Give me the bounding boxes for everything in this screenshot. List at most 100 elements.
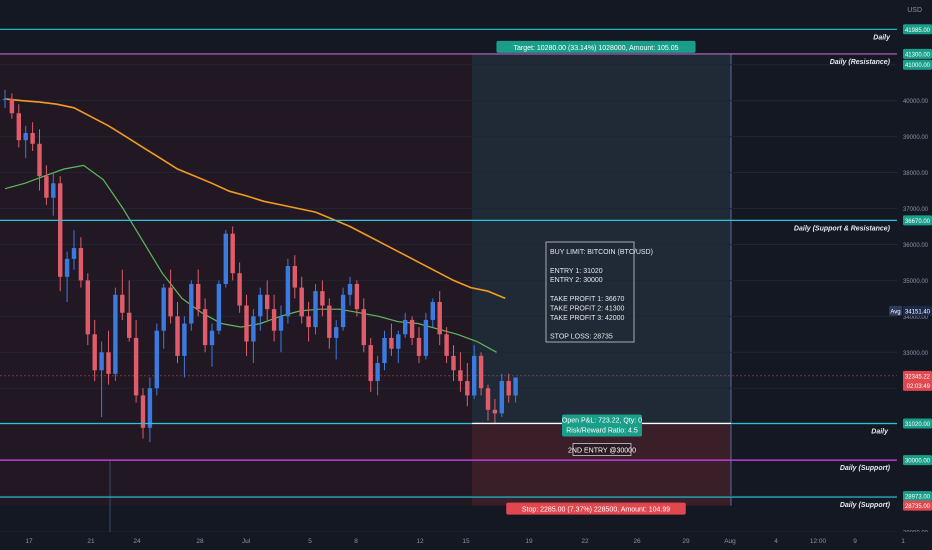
- time-tick-label: Aug: [724, 538, 736, 545]
- level-label: Daily (Support & Resistance): [794, 225, 891, 232]
- price-badge-bg: [903, 215, 932, 226]
- time-tick-label: 12:00: [810, 538, 827, 545]
- candle-body: [71, 248, 77, 259]
- time-tick-label: 24: [133, 538, 141, 545]
- price-badge: 41300.00: [905, 52, 931, 58]
- candle-body: [354, 283, 360, 310]
- currency-label: USD: [907, 7, 922, 14]
- time-axis[interactable]: 17 21 24 28 Jul 5 8 12 15 19 22 26 29 Aug 4 12:00 9 1: [0, 532, 932, 550]
- horizontal-levels[interactable]: Daily Daily (Resistance) Daily (Support & …: [0, 28, 897, 509]
- candle-body: [334, 327, 339, 338]
- candle-body: [340, 294, 346, 328]
- time-tick-label: 1: [901, 538, 905, 545]
- time-tick-label: 8: [354, 538, 358, 545]
- candle-body: [161, 287, 166, 331]
- candle-body: [430, 301, 435, 320]
- candle-body: [465, 381, 470, 396]
- candle-body: [51, 183, 56, 198]
- candle-body: [278, 316, 284, 331]
- candle-body: [368, 345, 373, 382]
- price-badge-bg: [903, 24, 932, 35]
- loss-zone: [472, 423, 731, 506]
- candle-body: [147, 388, 153, 428]
- candle-body: [175, 316, 180, 356]
- note-line: ENTRY 2: 30000: [550, 277, 603, 284]
- candle-body: [196, 283, 201, 310]
- price-badge-bg: [903, 491, 932, 502]
- candle-body: [133, 337, 139, 396]
- price-badge: 41985.00: [905, 28, 931, 34]
- time-tick-label: 21: [87, 538, 95, 545]
- highlight-zone: [0, 53, 472, 506]
- time-tick-label: 17: [25, 538, 33, 545]
- candle-body: [64, 258, 70, 277]
- pnl-box: [562, 414, 642, 437]
- moving-averages: [4, 98, 506, 353]
- price-badge-bg: [903, 418, 932, 429]
- note-line: TAKE PROFIT 1: 36670: [550, 296, 625, 303]
- candle-body: [347, 283, 353, 295]
- level-label: Daily (Support): [840, 465, 891, 472]
- candle-body: [154, 330, 159, 389]
- stop-label-bg: [506, 502, 686, 515]
- price-badge: 31020.00: [905, 422, 931, 428]
- candle-body: [285, 266, 291, 317]
- candle-body: [244, 305, 249, 342]
- candle-body: [396, 334, 401, 349]
- price-axis-bg: [897, 0, 932, 550]
- candle-body: [2, 98, 8, 100]
- price-tick-label: 33000.00: [903, 351, 929, 357]
- candle-body: [478, 355, 484, 389]
- candle-body: [499, 381, 504, 414]
- candle-body: [99, 352, 104, 371]
- trade-note-box[interactable]: BUY LIMIT: BITCOIN (BTC/USD) ENTRY 1: 310…: [545, 241, 653, 343]
- candle-body: [216, 283, 222, 331]
- candle-body: [189, 283, 194, 324]
- candle-body: [113, 294, 118, 374]
- candle-body: [237, 273, 242, 306]
- price-badge-bg: [903, 455, 932, 466]
- price-tick-label: 38000.00: [903, 171, 929, 177]
- candle-body: [182, 323, 187, 356]
- time-tick-label: 22: [581, 538, 589, 545]
- note-line: TAKE PROFIT 2: 41300: [550, 305, 625, 312]
- note-line: ENTRY 1: 31020: [550, 268, 603, 275]
- price-badge-bg: [903, 48, 932, 59]
- time-tick-label: 26: [633, 538, 641, 545]
- candle-body: [16, 113, 21, 141]
- price-badge: 28735.00: [905, 504, 931, 510]
- candle-body: [168, 287, 173, 317]
- ma-50-line: [4, 164, 497, 353]
- price-badge: 32345.22: [905, 374, 931, 380]
- target-label: Target: 10280.00 (33.14%) 1028000, Amoun…: [513, 45, 678, 52]
- candle-body: [92, 334, 97, 371]
- time-tick-label: 15: [462, 538, 470, 545]
- candle-body: [30, 133, 35, 144]
- price-badge: 36670.00: [905, 219, 931, 225]
- candle-body: [451, 355, 456, 371]
- candle-body: [327, 305, 332, 338]
- time-tick-label: 19: [525, 538, 533, 545]
- candle-body: [416, 337, 422, 356]
- level-label: Daily: [871, 428, 889, 435]
- candle-body: [223, 233, 228, 284]
- price-badge: 41000.00: [905, 63, 931, 69]
- price-badge: 28973.00: [905, 495, 931, 501]
- candle-body: [23, 133, 28, 141]
- candle-body: [375, 363, 380, 382]
- time-tick-label: 4: [774, 538, 778, 545]
- candle-body: [292, 266, 297, 288]
- candle-body: [58, 183, 63, 277]
- candle-body: [251, 316, 256, 342]
- time-tick-label: 12: [416, 538, 424, 545]
- pnl-label: Open P&L: 723.22, Qty: 0: [562, 417, 642, 424]
- price-badge-bg: [903, 305, 932, 316]
- candle-body: [299, 287, 304, 317]
- candle-body: [140, 395, 146, 428]
- candle-body: [78, 248, 84, 281]
- price-axis[interactable]: 41000.00 40000.00 39000.00 38000.00 37000.00…: [889, 0, 932, 550]
- note-line: STOP LOSS: 28735: [550, 334, 613, 341]
- time-tick-label: Jul: [242, 538, 251, 545]
